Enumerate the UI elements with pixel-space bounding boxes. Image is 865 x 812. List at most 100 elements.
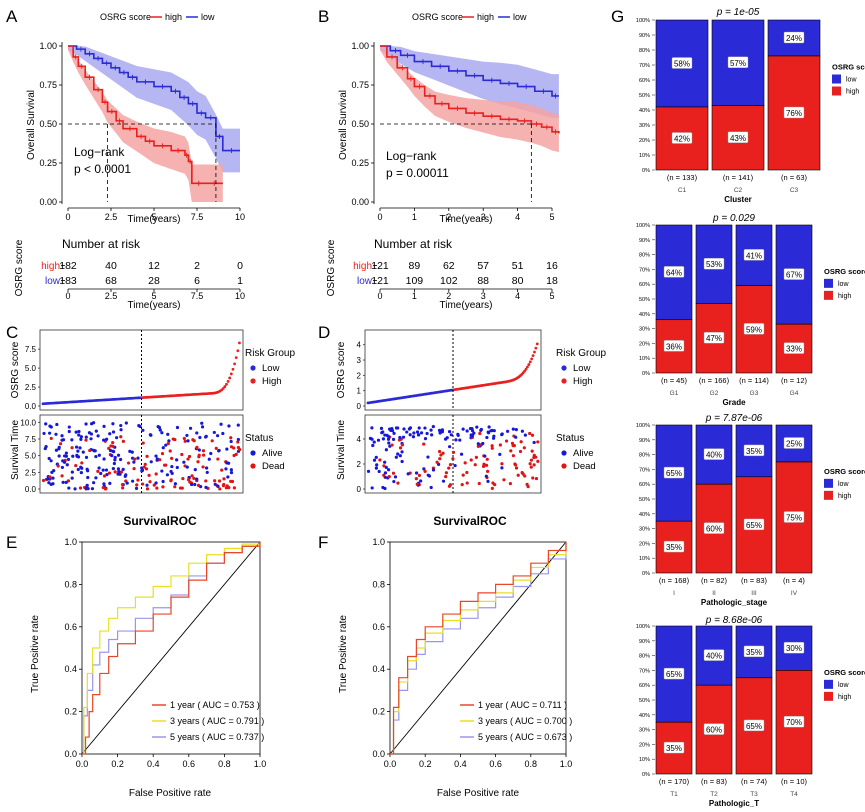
time-point	[135, 483, 139, 487]
bar-legend-low-swatch	[824, 679, 833, 689]
time-point	[511, 444, 515, 448]
bar-y-tick-label: 40%	[639, 312, 650, 318]
time-point	[205, 466, 209, 470]
roc-x-tick-label: 0.6	[183, 759, 196, 769]
time-point	[78, 446, 82, 450]
risk-low-swatch	[250, 365, 256, 371]
time-point	[119, 457, 123, 462]
time-point	[383, 486, 387, 491]
time-point	[54, 432, 58, 436]
risk-count: 80	[512, 275, 524, 287]
time-point	[67, 486, 71, 490]
time-point	[105, 437, 109, 441]
risk-low-label: Low	[573, 363, 591, 374]
bar-low-label-box	[671, 57, 693, 69]
time-point	[378, 458, 382, 462]
risk-high-swatch	[561, 378, 567, 384]
time-point	[185, 433, 189, 438]
panel-label-f: F	[318, 533, 328, 552]
time-point	[490, 444, 494, 448]
bar-high-label-box	[783, 511, 805, 523]
km-low-confidence-band	[380, 46, 559, 118]
risk-table-x-tick-label: 4	[515, 291, 520, 301]
bar-y-tick-label: 40%	[639, 512, 650, 518]
bar-y-tick-label: 40%	[639, 108, 650, 114]
risk-table-y-label: OSRG score	[14, 239, 25, 296]
roc-x-tick-label: 1.0	[254, 759, 267, 769]
bar-high-label-box	[783, 716, 805, 728]
time-point	[398, 435, 402, 440]
time-point	[430, 433, 434, 437]
time-point	[400, 450, 404, 454]
bar-low-percent: 25%	[786, 440, 802, 449]
time-point	[48, 424, 52, 428]
km-x-label: Time(years)	[128, 214, 181, 225]
bar-n-label: (n = 83)	[741, 576, 768, 585]
km-x-tick-label: 2.5	[105, 212, 118, 222]
bar-high-percent: 42%	[674, 135, 690, 144]
time-point	[492, 429, 496, 433]
time-point	[154, 481, 158, 485]
roc-x-tick-label: 0.4	[454, 759, 467, 769]
time-point	[182, 436, 186, 441]
time-point	[80, 461, 84, 465]
time-point	[415, 482, 419, 486]
bar-category-label: G4	[790, 390, 799, 397]
time-point	[451, 457, 455, 461]
time-point	[490, 446, 494, 450]
time-point	[160, 469, 164, 473]
risk-count: 102	[440, 275, 458, 287]
time-point	[166, 432, 170, 436]
time-point	[216, 484, 220, 488]
bar-low-label-box	[783, 31, 805, 44]
km-x-tick-label: 0	[377, 212, 382, 222]
bar-legend-high-swatch	[824, 691, 833, 701]
time-point	[394, 426, 399, 430]
km-y-tick-label: 0.25	[39, 158, 57, 168]
time-point	[484, 463, 489, 467]
time-point	[393, 475, 398, 479]
time-point	[62, 460, 67, 464]
time-point	[48, 431, 52, 435]
dead-swatch	[250, 463, 256, 469]
bar-low-percent: 64%	[666, 268, 682, 277]
roc-y-tick-label: 0.4	[372, 664, 385, 674]
time-point	[167, 439, 171, 443]
bar-high-label-box	[743, 518, 765, 531]
km-low-curve	[380, 45, 559, 97]
time-point	[92, 448, 96, 452]
time-point	[417, 433, 421, 437]
risk-count: 12	[148, 260, 160, 272]
bar-segment-high	[695, 303, 733, 374]
time-point	[44, 422, 48, 426]
score-point	[527, 363, 531, 366]
bar-p-value: p = 1e-05	[716, 7, 760, 18]
time-point	[187, 454, 192, 459]
score-y-tick-label: 2	[357, 371, 362, 380]
time-point	[221, 431, 225, 436]
time-point	[190, 482, 194, 487]
time-point	[427, 474, 432, 478]
time-point	[225, 484, 229, 488]
bar-y-tick-label: 60%	[639, 683, 650, 689]
stacked-bar-grade: p = 0.029 0% 10% 20% 30% 40% 50% 60% 70% 80% 90% 10…	[636, 213, 865, 407]
km-y-tick-label: 1.00	[351, 41, 369, 51]
km-high-confidence-band	[68, 46, 223, 202]
time-point	[412, 431, 416, 435]
time-point	[188, 426, 193, 430]
roc-title: SurvivalROC	[123, 514, 197, 528]
time-point	[465, 481, 469, 485]
time-point	[379, 426, 384, 430]
bar-n-label: (n = 63)	[781, 173, 808, 182]
time-point	[448, 445, 452, 449]
bar-category-label: T1	[670, 791, 678, 798]
time-point	[70, 438, 74, 442]
time-point	[226, 475, 230, 479]
time-point	[391, 437, 396, 441]
alive-label: Alive	[262, 448, 283, 459]
time-point	[170, 471, 174, 475]
score-point	[234, 356, 238, 360]
time-point	[166, 442, 170, 446]
time-point	[475, 425, 479, 429]
km-x-tick-label: 5	[549, 212, 554, 222]
